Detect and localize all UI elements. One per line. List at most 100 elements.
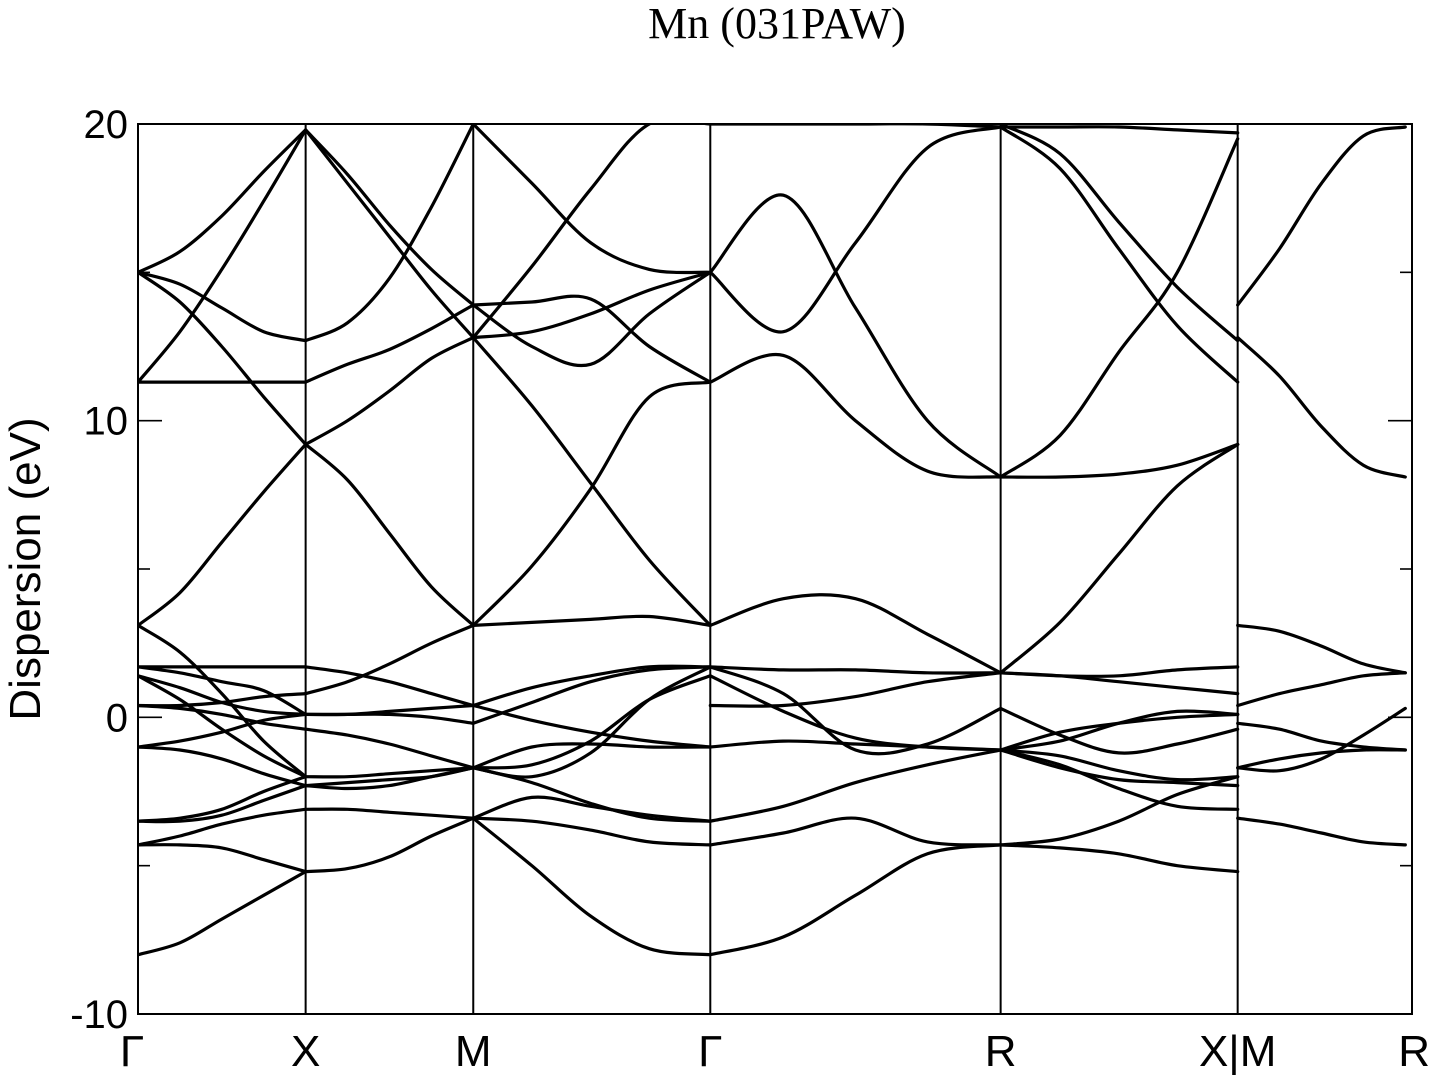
band-line-seg4-6 bbox=[999, 706, 1240, 755]
band-line-seg0-13 bbox=[138, 623, 308, 779]
band-line-seg2-16 bbox=[471, 124, 712, 340]
band-line-seg0-16 bbox=[138, 128, 308, 384]
band-line-seg2-15 bbox=[471, 270, 712, 368]
band-line-seg1-8 bbox=[304, 703, 475, 717]
band-line-seg4-11 bbox=[999, 442, 1240, 479]
band-line-seg1-6 bbox=[304, 727, 475, 770]
band-line-seg0-19 bbox=[138, 270, 308, 446]
band-line-seg2-10 bbox=[471, 614, 712, 627]
band-line-seg3-7 bbox=[708, 665, 1003, 675]
band-line-seg5-2 bbox=[1236, 748, 1407, 770]
band-line-seg4-12 bbox=[999, 137, 1240, 479]
band-line-seg2-2 bbox=[471, 795, 712, 823]
band-line-seg3-9 bbox=[708, 352, 1003, 479]
band-line-seg2-14 bbox=[471, 294, 712, 384]
band-line-seg4-7 bbox=[999, 709, 1240, 752]
ytick-label: -10 bbox=[70, 993, 128, 1037]
band-line-seg3-0 bbox=[708, 843, 1003, 957]
band-line-seg1-10 bbox=[304, 442, 475, 627]
band-line-seg2-12 bbox=[471, 336, 712, 627]
y-axis-ticks bbox=[138, 123, 1412, 1015]
kpoint-label: R bbox=[985, 1027, 1017, 1076]
high-symmetry-lines bbox=[304, 124, 1239, 1014]
band-line-seg0-10 bbox=[138, 674, 308, 779]
band-line-seg4-0 bbox=[999, 775, 1240, 847]
x-tick-labels: Γ X M Γ R X|M R bbox=[120, 1027, 1430, 1076]
band-line-seg3-8 bbox=[708, 593, 1003, 675]
band-line-seg3-6 bbox=[708, 671, 1003, 708]
band-line-seg2-1 bbox=[471, 816, 712, 847]
ytick-label: 0 bbox=[106, 696, 128, 740]
band-line-seg4-2 bbox=[999, 748, 1240, 811]
band-line-seg4-3 bbox=[999, 748, 1240, 788]
band-line-seg5-0 bbox=[1236, 816, 1407, 847]
band-line-seg2-6 bbox=[471, 674, 712, 770]
band-lines bbox=[138, 124, 1407, 957]
band-line-seg2-0 bbox=[471, 816, 712, 957]
band-line-seg0-17 bbox=[138, 270, 308, 343]
band-line-seg3-5 bbox=[708, 674, 1003, 752]
kpoint-label: R bbox=[1398, 1027, 1430, 1076]
band-line-seg2-13 bbox=[471, 270, 712, 340]
band-line-seg1-14 bbox=[304, 128, 475, 307]
band-line-seg0-18 bbox=[138, 128, 308, 274]
band-line-seg0-3 bbox=[138, 775, 308, 823]
band-line-seg3-2 bbox=[708, 748, 1003, 823]
band-line-seg2-11 bbox=[471, 380, 712, 627]
band-line-seg0-5 bbox=[138, 745, 308, 788]
band-line-seg1-1 bbox=[304, 807, 475, 820]
band-line-seg4-1 bbox=[999, 843, 1240, 874]
band-line-seg1-13 bbox=[304, 336, 475, 446]
band-line-seg0-9 bbox=[138, 674, 308, 716]
band-line-seg3-11 bbox=[708, 193, 1003, 479]
band-line-seg2-8 bbox=[471, 703, 712, 749]
band-line-seg1-7 bbox=[304, 623, 475, 696]
band-line-seg2-7 bbox=[471, 665, 712, 725]
kpoint-label: Γ bbox=[120, 1027, 144, 1076]
band-line-seg3-4 bbox=[708, 665, 1003, 756]
band-line-seg0-1 bbox=[138, 843, 308, 874]
band-line-seg5-6 bbox=[1236, 336, 1407, 479]
band-line-seg4-14 bbox=[999, 125, 1240, 135]
band-line-seg1-12 bbox=[304, 124, 475, 343]
kpoint-label: X bbox=[291, 1027, 320, 1076]
band-line-seg0-2 bbox=[138, 807, 308, 847]
band-line-seg5-1 bbox=[1236, 706, 1407, 773]
band-line-seg4-15 bbox=[999, 124, 1240, 343]
band-line-seg5-3 bbox=[1236, 721, 1407, 752]
band-line-seg1-15 bbox=[304, 128, 475, 340]
band-line-seg0-0 bbox=[138, 870, 308, 957]
band-line-seg0-14 bbox=[138, 442, 308, 627]
band-line-seg1-4 bbox=[304, 766, 475, 788]
band-line-seg0-4 bbox=[138, 784, 308, 824]
band-line-seg3-10 bbox=[708, 125, 1003, 334]
band-line-seg1-11 bbox=[304, 303, 475, 384]
ytick-label: 10 bbox=[84, 400, 129, 444]
kpoint-label: Γ bbox=[698, 1027, 722, 1076]
band-line-seg1-2 bbox=[304, 766, 475, 779]
band-line-seg4-4 bbox=[999, 748, 1240, 782]
band-line-seg1-9 bbox=[304, 665, 475, 708]
band-line-seg2-17 bbox=[471, 124, 712, 275]
band-line-seg5-7 bbox=[1236, 125, 1407, 307]
ytick-label: 20 bbox=[84, 103, 129, 147]
band-line-seg4-10 bbox=[999, 442, 1240, 675]
band-line-seg2-9 bbox=[471, 664, 712, 708]
band-line-seg0-11 bbox=[138, 665, 308, 716]
band-line-seg4-9 bbox=[999, 665, 1240, 678]
y-tick-labels: -10 0 10 20 bbox=[70, 103, 128, 1037]
band-line-seg1-0 bbox=[304, 816, 475, 874]
band-line-seg5-5 bbox=[1236, 623, 1407, 675]
band-line-seg2-5 bbox=[471, 665, 712, 779]
band-line-seg5-4 bbox=[1236, 671, 1407, 708]
band-line-seg0-6 bbox=[138, 712, 308, 749]
band-line-seg4-13 bbox=[999, 125, 1240, 384]
band-line-seg2-4 bbox=[471, 742, 712, 770]
kpoint-label: M bbox=[455, 1027, 492, 1076]
band-line-seg3-1 bbox=[708, 816, 1003, 847]
band-line-seg0-8 bbox=[138, 703, 308, 731]
plot-frame bbox=[137, 123, 1413, 1015]
chart-title: Mn (031PAW) bbox=[648, 0, 906, 48]
y-axis-label: Dispersion (eV) bbox=[1, 417, 50, 720]
